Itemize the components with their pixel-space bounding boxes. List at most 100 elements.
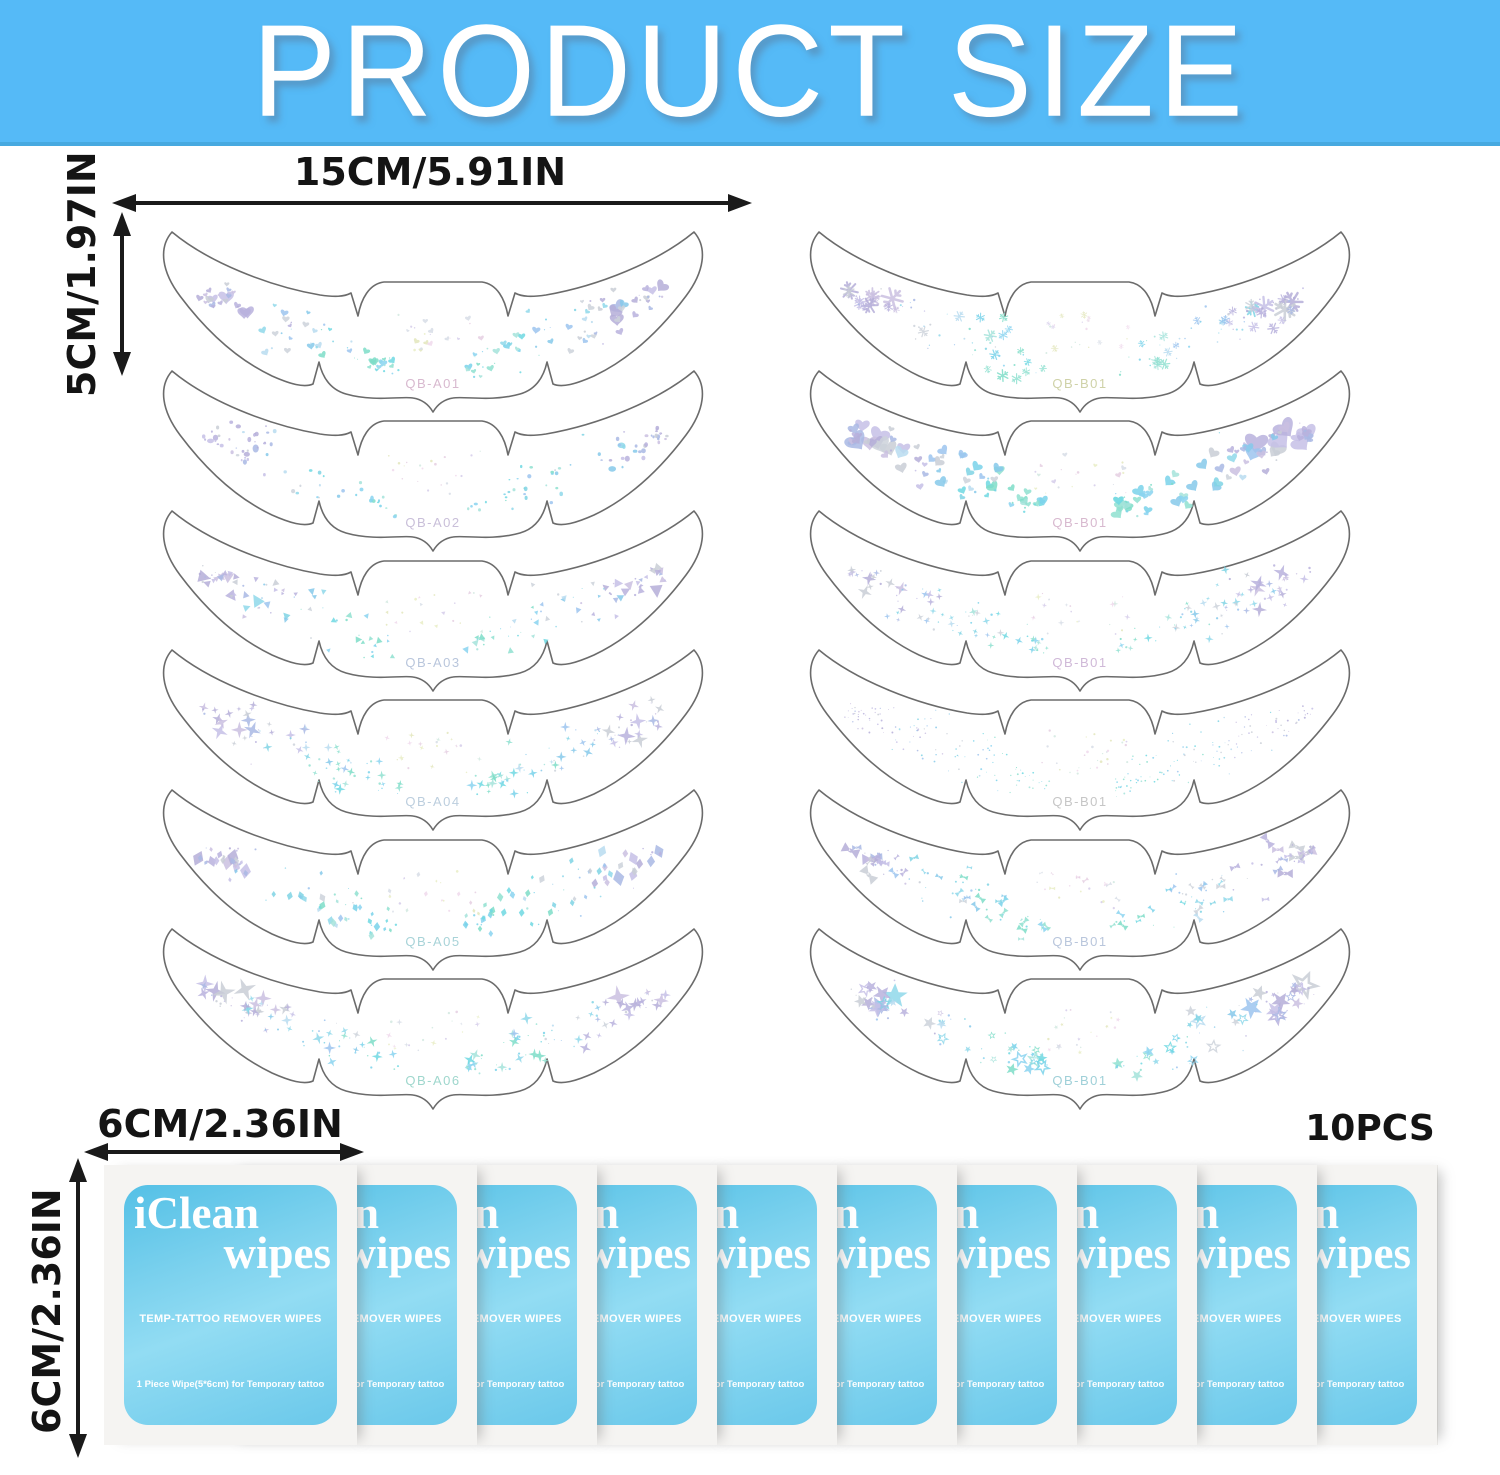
pattern-glyph-dot [1035, 1057, 1037, 1059]
pattern-glyph-dot [938, 334, 941, 337]
pattern-glyph-dot [852, 721, 854, 723]
pattern-glyph-bow [1259, 832, 1276, 850]
pattern-glyph-dot [1218, 764, 1221, 767]
pattern-glyph-star5 [1054, 1041, 1064, 1051]
pattern-glyph-dot [1231, 1014, 1234, 1017]
pattern-glyph-dot [1306, 712, 1309, 715]
sticker-outline [809, 789, 1351, 971]
pattern-glyph-dot [1184, 337, 1186, 340]
pattern-glyph-dot [887, 849, 889, 852]
pattern-glyph-dot [529, 465, 534, 469]
pattern-glyph-dot [1090, 1031, 1092, 1034]
pattern-glyph-dot [308, 764, 311, 767]
pattern-glyph-dia [496, 892, 504, 903]
pattern-glyph-dot [951, 892, 954, 895]
pattern-glyph-dot [1313, 993, 1315, 996]
pattern-glyph-star4 [323, 1041, 337, 1055]
pattern-glyph-heart [281, 316, 290, 323]
pattern-glyph-dia [404, 907, 410, 913]
pattern-glyph-dot [1058, 768, 1061, 771]
pattern-glyph-dot [1109, 739, 1112, 742]
pattern-glyph-dot [1226, 609, 1228, 611]
pattern-glyph-dot [1285, 734, 1288, 737]
pattern-glyph-dot [1278, 868, 1280, 871]
pattern-glyph-tri [281, 587, 287, 593]
pattern-glyph-dot [902, 306, 904, 308]
pattern-glyph-dot [1218, 758, 1221, 760]
pattern-glyph-dot [323, 1019, 326, 1022]
pattern-glyph-dot [557, 593, 560, 596]
pattern-glyph-dot [253, 441, 257, 443]
pattern-glyph-dot [904, 584, 907, 587]
pattern-glyph-dot [912, 298, 916, 302]
pattern-glyph-dot [266, 1004, 268, 1006]
pattern-glyph-dot [1291, 844, 1294, 846]
pattern-glyph-dot [989, 341, 992, 345]
pattern-glyph-dot [1183, 754, 1186, 757]
pattern-glyph-dot [540, 769, 543, 772]
pattern-glyph-tri [534, 610, 540, 616]
pattern-glyph-dot [581, 588, 583, 589]
pattern-glyph-dot [465, 771, 468, 774]
pattern-glyph-dot [879, 713, 881, 715]
pattern-glyph-dot [1212, 742, 1214, 743]
pattern-glyph-dot [624, 1010, 628, 1014]
pattern-glyph-dot [921, 757, 924, 760]
pattern-glyph-dot [1079, 890, 1083, 893]
pattern-glyph-dot [1216, 341, 1219, 343]
pattern-glyph-dot [1093, 483, 1097, 487]
pattern-glyph-dot [655, 427, 659, 431]
pattern-glyph-dot [472, 591, 475, 594]
pattern-glyph-dot [216, 443, 220, 446]
pattern-glyph-snow [1171, 340, 1181, 350]
pattern-glyph-dot [1222, 910, 1225, 913]
pattern-glyph-dot [854, 712, 856, 715]
pattern-glyph-dot [508, 1067, 511, 1071]
pattern-glyph-star4 [549, 759, 555, 765]
pattern-glyph-dot [367, 771, 371, 774]
pattern-glyph-dot [881, 727, 884, 730]
pattern-glyph-dot [352, 901, 354, 904]
pattern-glyph-tri [307, 606, 314, 613]
pattern-glyph-dot [1139, 763, 1141, 766]
pattern-glyph-dot [214, 572, 216, 573]
pattern-glyph-dot [350, 340, 353, 343]
pattern-glyph-heart [195, 294, 204, 303]
pattern-glyph-dot [1043, 888, 1047, 891]
pattern-glyph-dot [1304, 714, 1306, 716]
pattern-glyph-dot [1244, 716, 1246, 718]
pattern-glyph-dot [638, 294, 640, 296]
pattern-glyph-bow [959, 873, 969, 881]
pattern-glyph-dot [1127, 773, 1129, 775]
pattern-glyph-tri [643, 574, 648, 580]
pattern-glyph-dot [871, 707, 873, 709]
pattern-glyph-dot [1272, 301, 1275, 304]
pattern-glyph-dot [599, 895, 602, 898]
pattern-glyph-dot [650, 702, 652, 704]
pattern-glyph-dia [385, 905, 391, 912]
pattern-glyph-star4 [403, 1042, 410, 1048]
pattern-glyph-dot [913, 725, 915, 727]
pattern-glyph-heart [456, 337, 461, 341]
pattern-glyph-star4 [570, 746, 578, 754]
pattern-glyph-dot [265, 583, 268, 586]
pattern-glyph-dot [325, 767, 328, 770]
pattern-glyph-star4 [1041, 602, 1048, 609]
pattern-glyph-dot [1004, 1032, 1007, 1034]
pattern-glyph-dot [489, 616, 491, 618]
pattern-glyph-dot [854, 442, 857, 445]
pattern-glyph-dot [1195, 908, 1197, 910]
pattern-glyph-dot [1112, 880, 1115, 884]
pattern-glyph-dot [624, 455, 630, 462]
pattern-glyph-dot [1162, 773, 1165, 776]
pattern-glyph-dot [614, 734, 616, 736]
pattern-glyph-star4 [642, 987, 653, 998]
pattern-glyph-dot [1041, 592, 1044, 595]
pattern-glyph-dot [512, 892, 514, 893]
pattern-glyph-dot [1125, 491, 1127, 494]
pattern-glyph-dot [423, 332, 426, 336]
pattern-glyph-dot [1206, 1006, 1208, 1008]
sticker-code-label: QB-B01 [1052, 376, 1107, 391]
pattern-glyph-snow [1058, 312, 1065, 319]
pattern-glyph-dot [665, 434, 669, 438]
